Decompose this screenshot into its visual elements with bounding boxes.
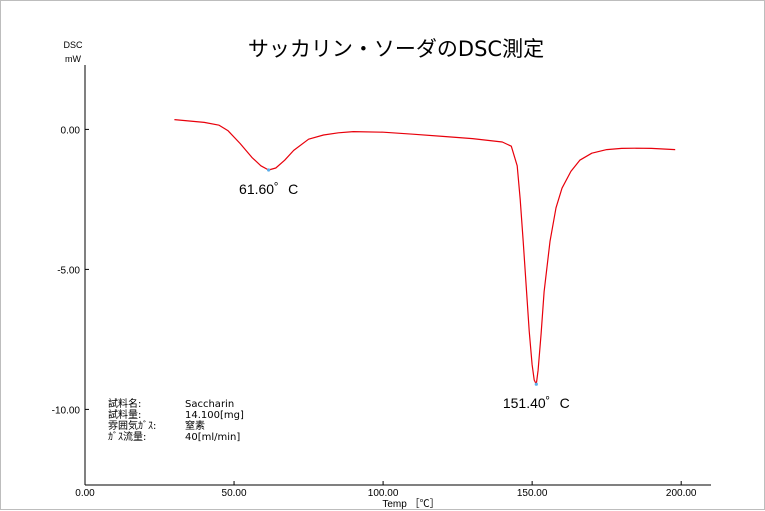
x-tick-label: 100.00 — [368, 488, 399, 499]
sample-info-block: 試料名: Saccharin 試料量: 14.100[mg] 雰囲気ｶﾞｽ: 窒素 ｶﾞｽ流… — [108, 397, 244, 443]
peak-marker — [267, 168, 271, 172]
axis-ticks: 0.00 50.00 100.00 150.00 200.00 0.00 -5.00 -10.… — [52, 125, 697, 499]
series-group — [174, 119, 676, 385]
sample-info-label: 試料量: — [108, 408, 141, 421]
peak-label: 61.60゜C — [239, 181, 298, 197]
y-axis-title: DSC — [63, 40, 83, 50]
sample-info-label: 試料名: — [108, 397, 141, 410]
y-axis-unit: mW — [65, 54, 81, 64]
sample-info-value: 40[ml/min] — [185, 432, 240, 443]
x-tick-label: 50.00 — [222, 488, 247, 499]
chart-title: サッカリン・ソーダのDSC測定 — [248, 37, 544, 61]
y-tick-label: 0.00 — [61, 125, 81, 136]
x-tick-label: 150.00 — [517, 488, 548, 499]
annotations-group: 61.60゜C 151.40゜C — [239, 168, 570, 411]
peak-label: 151.40゜C — [503, 395, 570, 411]
x-tick-label: 0.00 — [75, 488, 95, 499]
sample-info-label: 雰囲気ｶﾞｽ: — [108, 419, 156, 432]
y-tick-label: -10.00 — [52, 405, 81, 416]
y-tick-label: -5.00 — [57, 265, 80, 276]
sample-info-value: 14.100[mg] — [185, 410, 244, 421]
sample-info-value: 窒素 — [185, 419, 205, 432]
dsc-curve — [174, 119, 676, 385]
x-axis-label: Temp ［℃］ — [382, 498, 439, 510]
sample-info-value: Saccharin — [185, 399, 234, 410]
sample-info-label: ｶﾞｽ流量: — [108, 430, 146, 443]
x-tick-label: 200.00 — [666, 488, 697, 499]
peak-marker — [534, 382, 538, 386]
